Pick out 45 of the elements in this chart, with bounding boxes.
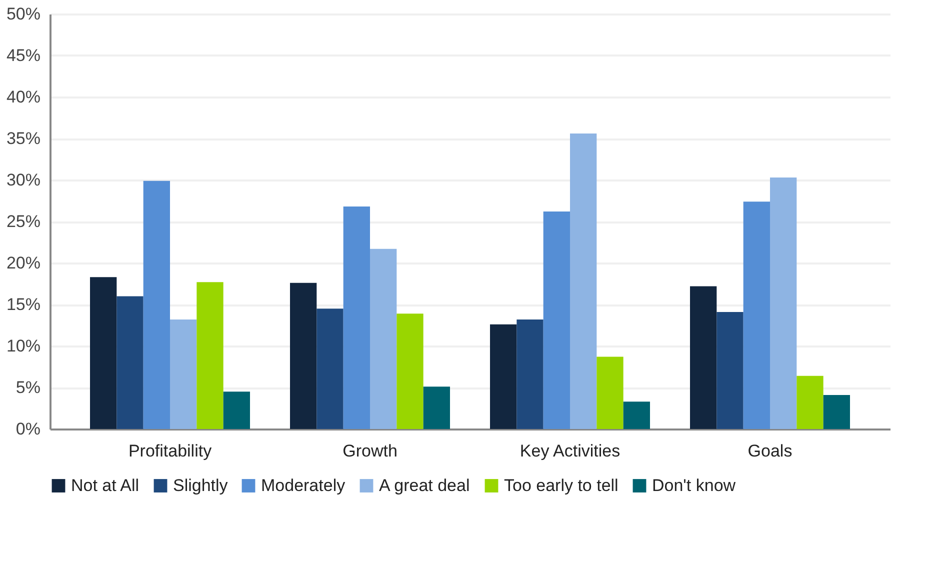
y-tick-label: 45%	[6, 46, 40, 65]
bar	[143, 180, 170, 429]
bar	[316, 308, 344, 429]
legend-label: Moderately	[261, 476, 346, 495]
x-tick-label: Profitability	[128, 442, 212, 460]
bar	[170, 319, 197, 429]
legend-label: Slightly	[173, 476, 228, 495]
bar	[370, 248, 397, 429]
y-tick-label: 25%	[6, 212, 40, 231]
x-tick-label: Key Activities	[520, 442, 620, 460]
y-tick-label: 40%	[6, 88, 40, 106]
legend-label: A great deal	[379, 476, 470, 495]
y-tick-label: 15%	[6, 295, 40, 314]
y-tick-label: 20%	[6, 254, 40, 272]
bar	[423, 386, 450, 429]
y-tick-label: 35%	[6, 129, 40, 148]
bar	[596, 356, 624, 429]
bar	[743, 202, 770, 429]
bar	[196, 282, 224, 429]
y-tick-label: 50%	[6, 4, 40, 24]
bar	[770, 178, 797, 429]
bar	[490, 324, 517, 429]
bar	[543, 212, 570, 429]
bar	[570, 134, 597, 429]
x-tick-label: Goals	[748, 442, 792, 460]
y-tick-label: 10%	[6, 336, 40, 356]
legend-label: Too early to tell	[504, 476, 618, 495]
x-tick-label: Growth	[342, 442, 398, 460]
legend-label: Not at All	[71, 476, 140, 495]
bar	[343, 206, 370, 429]
y-tick-label: 0%	[16, 420, 40, 438]
bar	[223, 392, 250, 429]
bar	[716, 312, 744, 429]
legend-label: Don't know	[652, 476, 736, 495]
bar	[116, 296, 144, 429]
bar	[690, 286, 717, 429]
bar	[623, 402, 650, 429]
bar	[90, 277, 117, 429]
y-tick-label: 30%	[6, 170, 40, 190]
y-tick-label: 5%	[16, 378, 40, 397]
bar	[796, 376, 824, 429]
bar	[516, 319, 544, 429]
bar	[823, 394, 850, 429]
bar	[396, 314, 424, 429]
bar	[290, 282, 317, 429]
